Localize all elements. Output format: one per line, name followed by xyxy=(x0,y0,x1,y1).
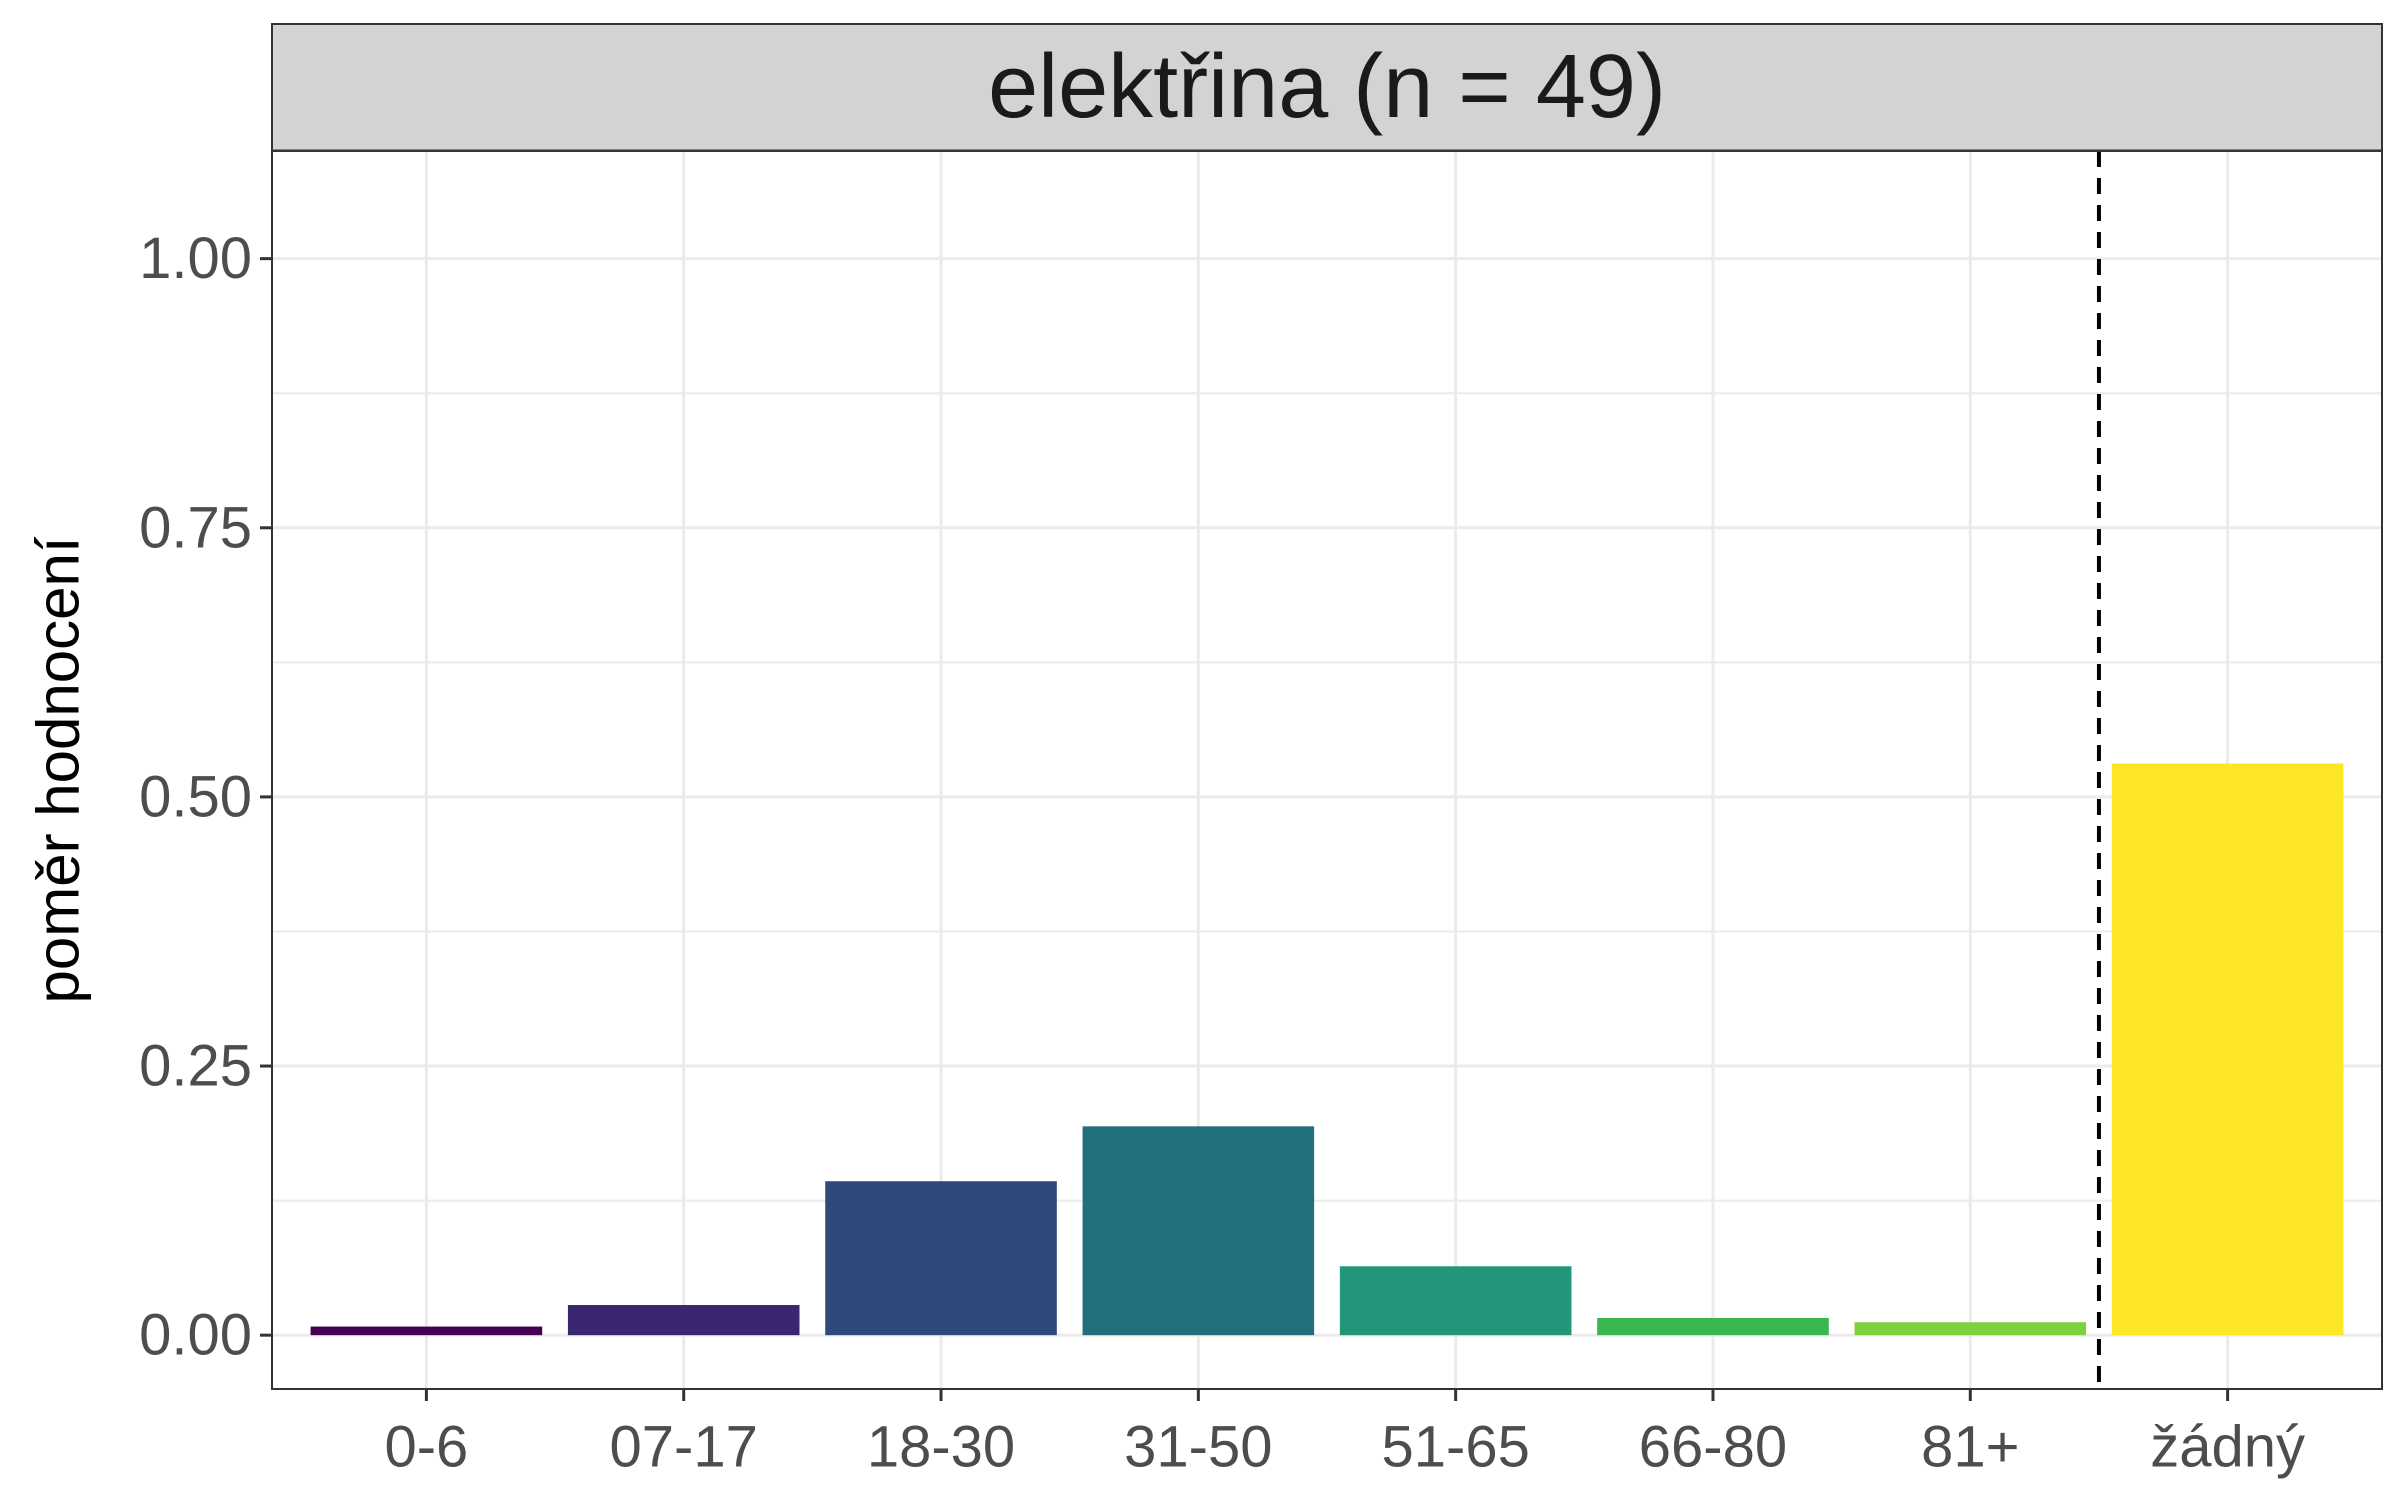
x-tick-label: 51-65 xyxy=(1381,1415,1529,1480)
bar-81+ xyxy=(1854,1322,2087,1336)
y-axis: 0.00 0.25 0.50 0.75 1.00 xyxy=(139,226,272,1368)
plot-panel xyxy=(272,151,2382,1389)
y-axis-title: poměr hodnocení xyxy=(25,536,92,1003)
x-tick-label: žádný xyxy=(2150,1415,2305,1480)
bar-18-30 xyxy=(825,1181,1057,1336)
bar-0-6 xyxy=(310,1326,543,1336)
y-tick-label: 0.50 xyxy=(139,764,252,829)
x-tick-label: 31-50 xyxy=(1124,1415,1272,1480)
grid-minor xyxy=(272,392,2382,1202)
x-tick-label: 07-17 xyxy=(610,1415,758,1480)
x-tick-label: 0-6 xyxy=(384,1415,468,1480)
bar-51-65 xyxy=(1339,1266,1572,1336)
bars xyxy=(310,763,2344,1336)
chart-title: elektřina (n = 49) xyxy=(988,37,1666,137)
bar-66-80 xyxy=(1597,1317,1829,1336)
bar-žádný xyxy=(2111,763,2344,1336)
x-tick-label: 18-30 xyxy=(867,1415,1015,1480)
x-tick-label: 81+ xyxy=(1921,1415,2019,1480)
y-tick-label: 0.25 xyxy=(139,1034,252,1099)
y-tick-label: 0.00 xyxy=(139,1303,252,1368)
bar-31-50 xyxy=(1082,1126,1315,1336)
bar-07-17 xyxy=(567,1305,800,1336)
x-tick-label: 66-80 xyxy=(1639,1415,1787,1480)
facet-strip xyxy=(271,23,2383,152)
y-tick-label: 0.75 xyxy=(139,495,252,560)
panel-border xyxy=(271,150,2383,1390)
y-tick-label: 1.00 xyxy=(139,226,252,291)
x-axis: 0-6 07-17 18-30 31-50 51-65 66-80 81+ žádný xyxy=(384,1389,2305,1480)
